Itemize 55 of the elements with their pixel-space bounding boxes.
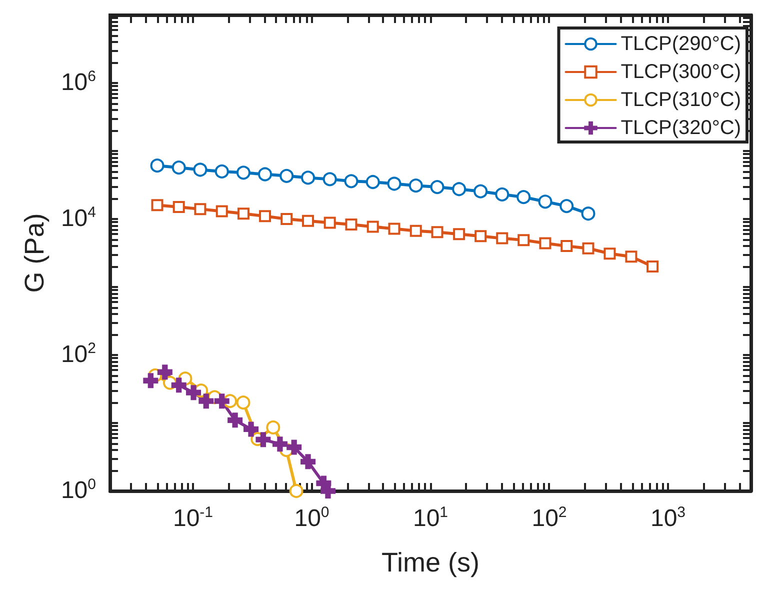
legend-label: TLCP(310°C) <box>620 89 742 111</box>
point <box>431 226 444 238</box>
point <box>560 199 574 214</box>
point <box>516 190 531 204</box>
y-tick-label: 10$^{4}$ <box>60 204 96 233</box>
y-tick-label: 10$^{0}$ <box>60 476 96 505</box>
x-axis-title: Time (s) <box>382 548 480 578</box>
point <box>324 216 336 229</box>
point <box>236 166 250 180</box>
point <box>172 201 185 214</box>
point <box>193 162 208 177</box>
point <box>646 260 659 273</box>
point <box>150 158 164 173</box>
y-axis-title: G (Pa) <box>20 213 50 293</box>
point <box>495 187 510 202</box>
point <box>387 176 402 191</box>
point <box>259 210 272 222</box>
legend-label: TLCP(320°C) <box>620 117 742 139</box>
point <box>344 174 358 188</box>
point <box>582 242 594 254</box>
point <box>496 232 508 244</box>
point <box>410 224 422 237</box>
point <box>280 168 294 183</box>
y-tick-label: 10$^{6}$ <box>60 68 96 97</box>
point <box>430 180 444 194</box>
legend-label: TLCP(300°C) <box>620 61 742 83</box>
point <box>302 214 314 227</box>
point <box>581 206 596 221</box>
y-tick-label: 10$^{2}$ <box>60 340 96 369</box>
point <box>214 164 229 178</box>
point <box>538 194 552 209</box>
point <box>172 160 186 175</box>
point <box>151 199 164 212</box>
point <box>560 240 573 252</box>
point <box>452 182 466 196</box>
point <box>322 172 337 186</box>
point <box>474 230 487 242</box>
point <box>216 205 228 218</box>
point <box>280 213 293 225</box>
point <box>366 175 380 189</box>
point <box>539 237 552 250</box>
point <box>604 248 616 260</box>
point <box>408 178 423 193</box>
point <box>625 250 638 263</box>
point <box>388 222 400 235</box>
point <box>474 184 488 198</box>
legend-label: TLCP(290°C) <box>620 33 742 55</box>
point <box>366 220 379 233</box>
point <box>194 203 206 216</box>
point <box>518 234 530 246</box>
point <box>237 208 250 220</box>
point <box>258 167 272 182</box>
point <box>453 228 466 240</box>
point <box>301 170 316 185</box>
point <box>345 218 358 231</box>
